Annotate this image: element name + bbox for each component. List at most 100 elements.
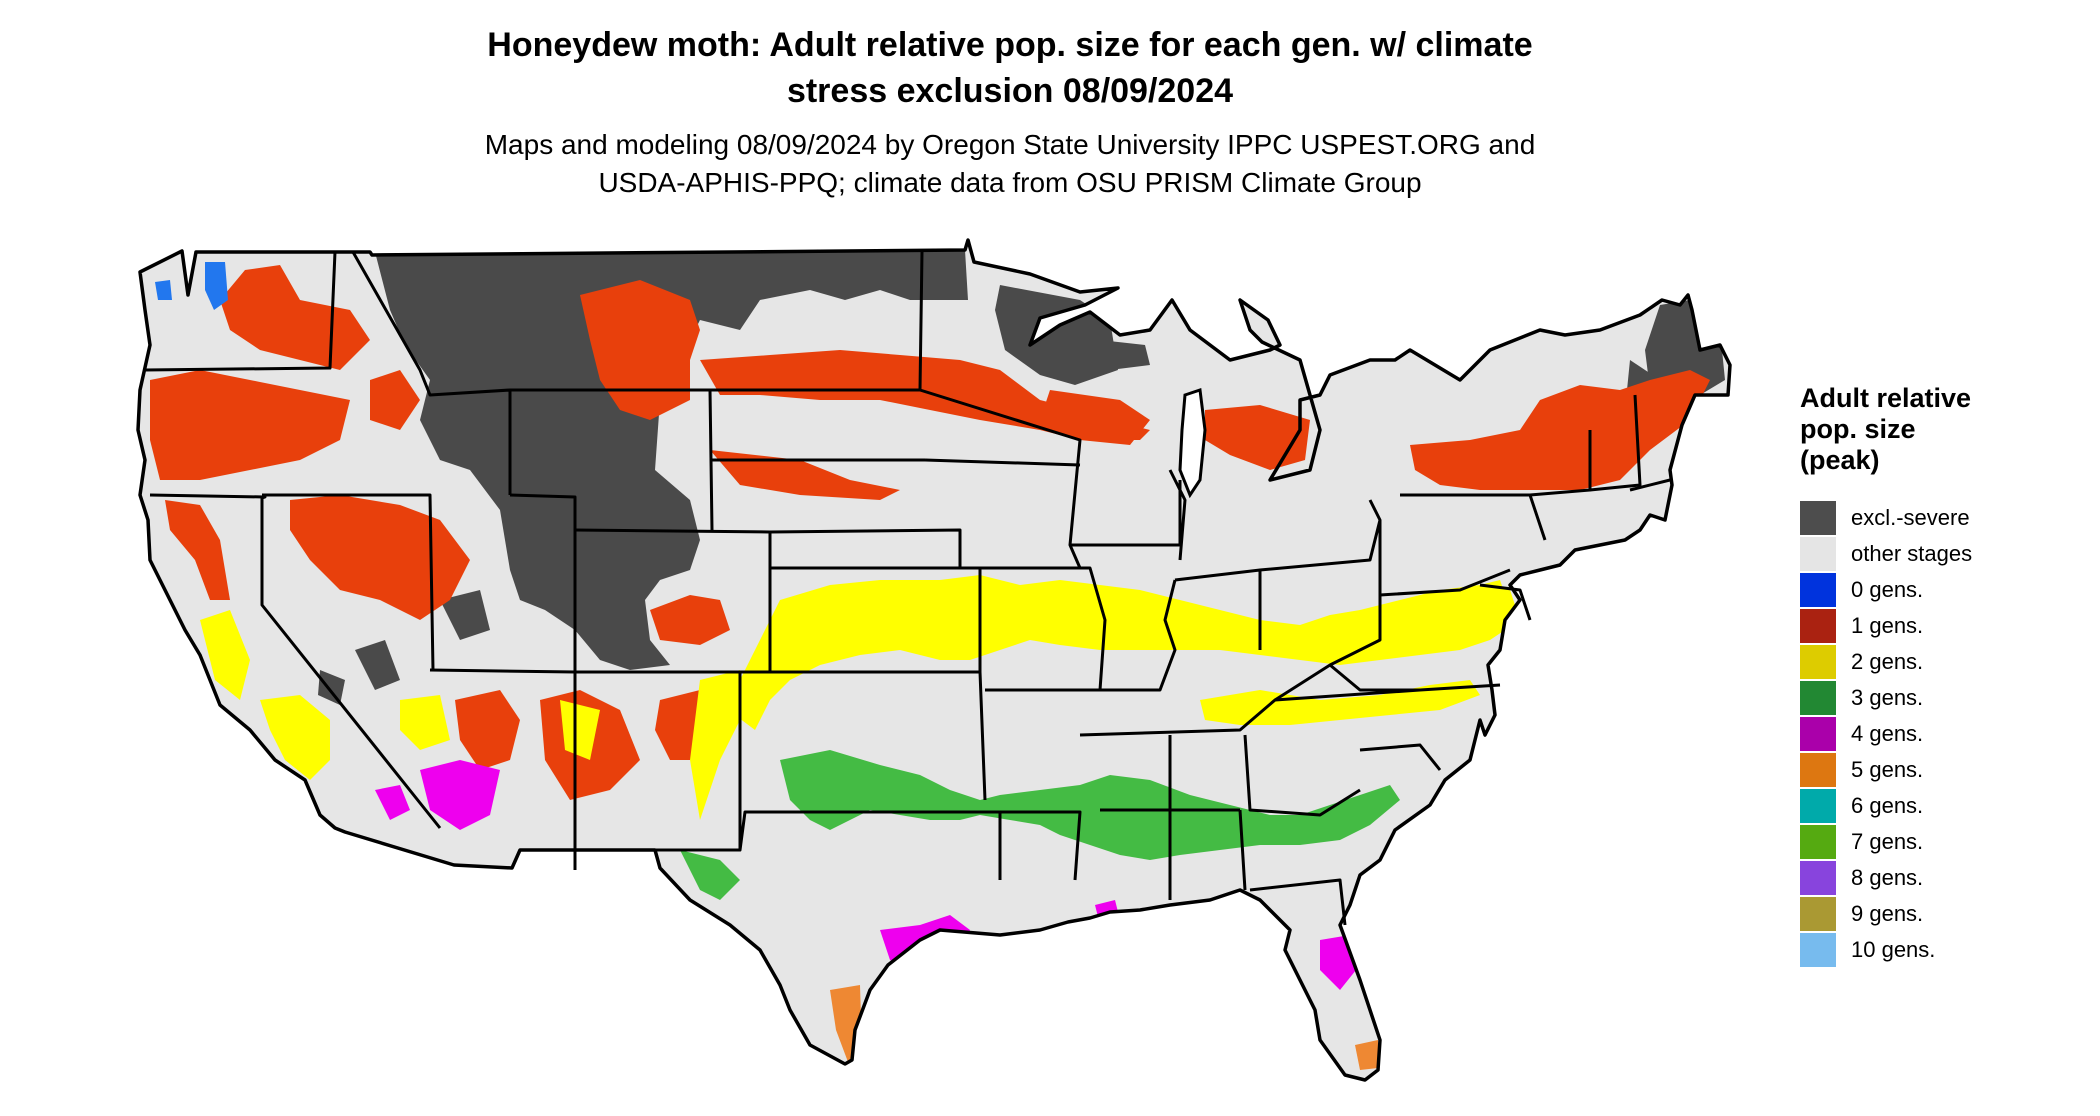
excluded-region xyxy=(440,590,490,640)
two-gen-region xyxy=(560,700,600,760)
state-boundary xyxy=(985,579,1177,692)
legend-item: 3 gens. xyxy=(1800,680,2090,716)
legend-item: 5 gens. xyxy=(1800,752,2090,788)
legend-swatch xyxy=(1800,861,1836,895)
state-boundary xyxy=(1168,469,1187,561)
legend-item: 7 gens. xyxy=(1800,824,2090,860)
state-boundary xyxy=(980,566,1107,691)
legend-item: 0 gens. xyxy=(1800,572,2090,608)
zero-gen-region xyxy=(155,280,172,300)
legend-item: 6 gens. xyxy=(1800,788,2090,824)
legend-label: 3 gens. xyxy=(1851,685,1924,710)
legend-swatch xyxy=(1800,717,1836,751)
state-boundary xyxy=(351,251,512,495)
state-boundary xyxy=(655,810,1002,880)
state-boundary xyxy=(1243,734,1361,817)
legend-swatch xyxy=(1800,753,1836,787)
state-boundary xyxy=(1079,688,1421,737)
state-boundary xyxy=(1000,810,1082,881)
excluded-region xyxy=(318,670,345,705)
legend-items: excl.-severe other stages 0 gens. 1 gens. 2 … xyxy=(1800,500,2090,968)
one-gen-region xyxy=(150,370,350,480)
legend-label: excl.-severe xyxy=(1851,505,1970,530)
one-gen-region xyxy=(650,595,730,645)
three-gen-layer xyxy=(680,750,1400,900)
map-title-line-1: Honeydew moth: Adult relative pop. size … xyxy=(487,26,1533,64)
legend-swatch xyxy=(1800,789,1836,823)
state-boundary xyxy=(149,493,267,500)
excluded-region xyxy=(375,250,968,670)
legend-swatch xyxy=(1800,681,1836,715)
map-title: Honeydew moth: Adult relative pop. size … xyxy=(300,22,1720,114)
legend-item: 1 gens. xyxy=(1800,608,2090,644)
one-gen-region xyxy=(700,350,1150,440)
legend-label: 10 gens. xyxy=(1851,937,1936,962)
legend-swatch xyxy=(1800,825,1836,859)
map-legend: Adult relative pop. size (peak) excl.-se… xyxy=(1800,383,2090,968)
one-gen-region xyxy=(1040,390,1150,445)
four-gen-region xyxy=(375,785,410,820)
two-gen-region xyxy=(690,670,740,820)
legend-label: 0 gens. xyxy=(1851,577,1924,602)
map-title-line-2: stress exclusion 08/09/2024 xyxy=(786,72,1234,110)
excluded-region xyxy=(1100,340,1150,370)
one-gen-region xyxy=(370,370,420,430)
zero-gen-layer xyxy=(155,262,228,310)
one-gen-region xyxy=(710,450,900,500)
state-boundary xyxy=(1629,478,1671,492)
legend-swatch xyxy=(1800,609,1836,643)
legend-label: 9 gens. xyxy=(1851,901,1924,926)
legend-label: 5 gens. xyxy=(1851,757,1924,782)
two-gen-region xyxy=(260,695,330,780)
two-gen-region xyxy=(735,575,1520,730)
legend-item: 9 gens. xyxy=(1800,896,2090,932)
legend-label: 4 gens. xyxy=(1851,721,1924,746)
legend-title-line: Adult relative xyxy=(1800,383,1972,413)
one-gen-region xyxy=(165,500,230,600)
legend-item: 2 gens. xyxy=(1800,644,2090,680)
two-gen-region xyxy=(200,610,250,700)
legend-label: 7 gens. xyxy=(1851,829,1924,854)
legend-label: 8 gens. xyxy=(1851,865,1924,890)
state-boundary xyxy=(509,493,577,672)
legend-swatch xyxy=(1800,573,1836,607)
state-boundary xyxy=(1329,663,1501,692)
one-gen-region xyxy=(455,690,520,770)
legend-label: 2 gens. xyxy=(1851,649,1924,674)
five-gen-layer xyxy=(830,985,1378,1070)
legend-swatch xyxy=(1800,537,1836,571)
state-boundary xyxy=(1249,878,1347,926)
legend-swatch xyxy=(1800,501,1836,535)
state-boundary xyxy=(1259,499,1382,572)
one-gen-region xyxy=(290,495,470,620)
state-boundaries xyxy=(144,251,1671,926)
excluded-region xyxy=(355,640,400,690)
legend-item: 4 gens. xyxy=(1800,716,2090,752)
state-boundary xyxy=(1274,520,1382,702)
legend-swatch xyxy=(1800,933,1836,967)
state-boundary xyxy=(1359,743,1442,771)
map-subtitle-line-2: USDA-APHIS-PPQ; climate data from OSU PR… xyxy=(598,167,1422,198)
state-boundary xyxy=(144,251,337,372)
state-boundary xyxy=(1170,808,1247,891)
state-boundary xyxy=(919,388,1082,569)
two-gen-region xyxy=(1460,580,1510,640)
lake-michigan xyxy=(1178,387,1207,499)
legend-swatch xyxy=(1800,897,1836,931)
legend-item: 10 gens. xyxy=(1800,932,2090,968)
state-boundary xyxy=(1379,568,1511,597)
legend-title-line: pop. size xyxy=(1800,414,1916,444)
legend-label: other stages xyxy=(1851,541,1973,566)
two-gen-region xyxy=(400,695,450,750)
state-boundary xyxy=(769,528,962,568)
three-gen-region xyxy=(780,750,1400,860)
five-gen-region xyxy=(1355,1040,1378,1070)
legend-label: 1 gens. xyxy=(1851,613,1924,638)
state-boundary xyxy=(924,458,1081,467)
three-gen-region xyxy=(680,850,740,900)
legend-item: excl.-severe xyxy=(1800,500,2090,536)
state-boundary xyxy=(1589,394,1642,492)
state-boundary xyxy=(262,493,435,671)
four-gen-region xyxy=(420,760,500,830)
